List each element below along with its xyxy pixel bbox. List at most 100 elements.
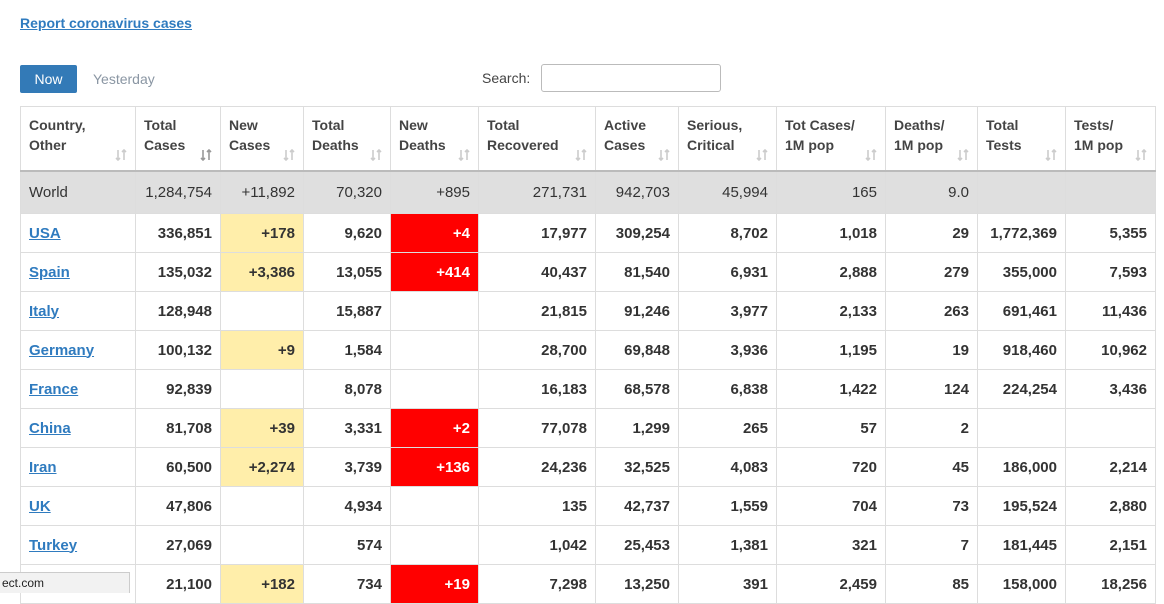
column-header[interactable]: Serious, Critical (678, 106, 777, 172)
cell: 45 (885, 447, 978, 487)
column-header[interactable]: New Cases (220, 106, 304, 172)
report-link[interactable]: Report coronavirus cases (20, 15, 192, 31)
cell: +136 (390, 447, 479, 487)
cell: 2 (885, 408, 978, 448)
cell: 3,331 (303, 408, 391, 448)
country-link[interactable]: Iran (29, 458, 57, 476)
column-header[interactable]: Deaths/1M pop (885, 106, 978, 172)
cell: Spain (20, 252, 136, 292)
sort-icon[interactable] (658, 149, 670, 161)
cell: 1,559 (678, 486, 777, 526)
cell: 181,445 (977, 525, 1066, 565)
header-line: Tests/ (1074, 117, 1114, 133)
cell: 85 (885, 564, 978, 604)
cell: 28,700 (478, 330, 596, 370)
cell: 2,459 (776, 564, 886, 604)
cell (977, 408, 1066, 448)
header-line: Critical (687, 137, 735, 153)
column-header[interactable]: Total Recovered (478, 106, 596, 172)
search-input[interactable] (541, 64, 721, 92)
country-row: Turkey 27,069 574 1,042 25,453 1,381 321 7 181,4… (20, 525, 1156, 565)
cell: 2,133 (776, 291, 886, 331)
country-link[interactable]: USA (29, 224, 61, 242)
cell: 1,284,754 (135, 170, 221, 214)
header-line: Tot Cases/ (785, 117, 855, 133)
column-header[interactable]: Tests/1M pop (1065, 106, 1156, 172)
column-header[interactable]: Total Tests (977, 106, 1066, 172)
cell: Turkey (20, 525, 136, 565)
cell: 21,815 (478, 291, 596, 331)
cell: 24,236 (478, 447, 596, 487)
column-header[interactable]: Tot Cases/1M pop (776, 106, 886, 172)
cell: 1,018 (776, 213, 886, 253)
cell: 27,069 (135, 525, 221, 565)
cell (220, 369, 304, 409)
country-row: Spain 135,032 +3,386 13,055 +414 40,437 81,540… (20, 252, 1156, 292)
cell (977, 170, 1066, 214)
sort-icon[interactable] (200, 149, 212, 161)
cell: 7,593 (1065, 252, 1156, 292)
sort-icon[interactable] (370, 149, 382, 161)
header-line: New (399, 117, 428, 133)
sort-arrows (756, 149, 768, 161)
cell (390, 369, 479, 409)
column-header[interactable]: Total Deaths (303, 106, 391, 172)
yesterday-tab[interactable]: Yesterday (93, 71, 155, 87)
cell: 165 (776, 170, 886, 214)
country-row: China 81,708 +39 3,331 +2 77,078 1,299 265 57 2 (20, 408, 1156, 448)
column-header[interactable]: Active Cases (595, 106, 679, 172)
now-tab[interactable]: Now (20, 65, 77, 93)
cell: 3,436 (1065, 369, 1156, 409)
cell: +39 (220, 408, 304, 448)
sort-icon[interactable] (957, 149, 969, 161)
cell: 918,460 (977, 330, 1066, 370)
cell: 3,739 (303, 447, 391, 487)
sort-icon[interactable] (575, 149, 587, 161)
column-header[interactable]: Country, Other (20, 106, 136, 172)
cell: 69,848 (595, 330, 679, 370)
country-link[interactable]: Turkey (29, 536, 78, 554)
cell: UK (20, 486, 136, 526)
country-link[interactable]: China (29, 419, 71, 437)
cell: 13,055 (303, 252, 391, 292)
country-link[interactable]: Italy (29, 302, 60, 320)
header-line: Deaths (399, 137, 446, 153)
country-link[interactable]: Spain (29, 263, 70, 281)
cell: 3,936 (678, 330, 777, 370)
country-link[interactable]: Germany (29, 341, 95, 359)
cell: 77,078 (478, 408, 596, 448)
cell: 186,000 (977, 447, 1066, 487)
sort-icon[interactable] (1045, 149, 1057, 161)
country-link[interactable]: France (29, 380, 79, 398)
header-line: Total (312, 117, 345, 133)
sort-icon[interactable] (283, 149, 295, 161)
sort-icon[interactable] (458, 149, 470, 161)
column-header[interactable]: Total Cases (135, 106, 221, 172)
sort-icon[interactable] (756, 149, 768, 161)
header-row: Country, Other Total Cases New Cases Total Deat… (20, 106, 1156, 172)
cell: 68,578 (595, 369, 679, 409)
sort-arrows (658, 149, 670, 161)
cell: 391 (678, 564, 777, 604)
cell: 336,851 (135, 213, 221, 253)
header-line: Deaths/ (894, 117, 945, 133)
cell: 1,772,369 (977, 213, 1066, 253)
cell: 60,500 (135, 447, 221, 487)
cell: 6,931 (678, 252, 777, 292)
sort-icon[interactable] (1135, 149, 1147, 161)
sort-icon[interactable] (115, 149, 127, 161)
cell: China (20, 408, 136, 448)
cell: 19 (885, 330, 978, 370)
sort-arrows (370, 149, 382, 161)
cell: +2 (390, 408, 479, 448)
sort-icon[interactable] (865, 149, 877, 161)
cell (390, 291, 479, 331)
cell: World (20, 170, 136, 214)
header-line: Recovered (487, 137, 559, 153)
cell (390, 486, 479, 526)
header-line: Tests (986, 137, 1022, 153)
world-row: World 1,284,754 +11,892 70,320 +895 271,731 94… (20, 170, 1156, 214)
column-header[interactable]: New Deaths (390, 106, 479, 172)
country-link[interactable]: UK (29, 497, 51, 515)
